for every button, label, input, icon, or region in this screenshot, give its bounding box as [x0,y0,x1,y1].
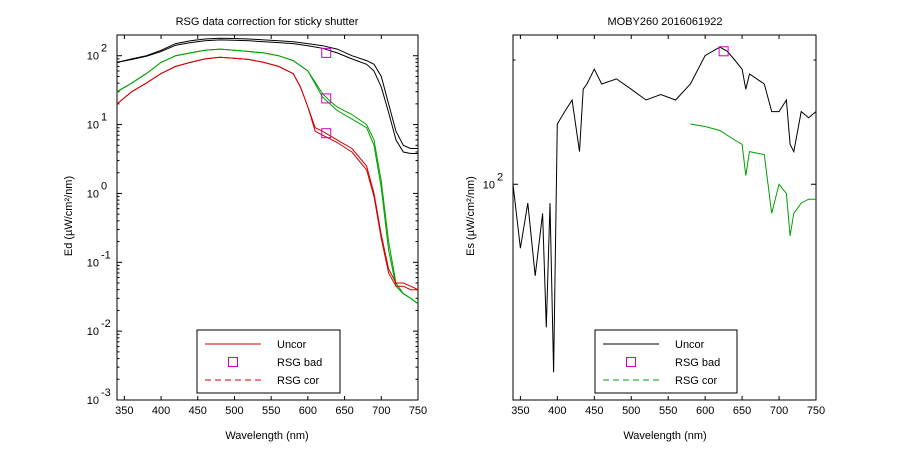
y-tick-label: 10 [483,179,495,191]
y-tick-label: 10 [87,257,99,269]
series-line [116,48,419,305]
y-tick-exponent: 2 [497,171,503,183]
rsg-bad-marker [321,47,332,58]
y-tick-exponent: -2 [101,318,111,330]
chart-left: RSG data correction for sticky shutter W… [63,16,427,442]
legend-label: RSG bad [675,357,720,369]
x-tick-label: 600 [299,405,317,417]
y-tick-exponent: 2 [101,43,107,55]
legend-box [594,329,738,394]
rsg-bad-marker [718,46,729,57]
x-tick-label: 550 [659,405,677,417]
series-line [116,37,418,149]
x-tick-label: 350 [511,405,529,417]
y-tick-label: 10 [87,120,99,132]
series-line [512,46,817,373]
x-tick-label: 700 [372,405,390,417]
x-tick-label: 450 [189,405,207,417]
x-axis-label: Wavelength (nm) [225,430,308,442]
x-tick-label: 550 [262,405,280,417]
x-tick-label: 750 [807,405,825,417]
x-axis-label: Wavelength (nm) [623,430,706,442]
plot-frame [512,34,817,401]
y-axis-label: Es (µW/cm²/nm) [465,176,477,256]
x-tick-label: 750 [409,405,427,417]
x-tick-label: 700 [770,405,788,417]
legend-label: Uncor [277,339,307,351]
x-tick-label: 400 [152,405,170,417]
legend-box [196,329,341,394]
chart-right: MOBY260 2016061922 Wavelength (nm) Es (µ… [465,16,825,442]
y-tick-label: 10 [87,395,99,407]
series-line [116,48,419,305]
legend-swatch [228,357,238,367]
legend-swatch [626,357,636,367]
x-tick-label: 450 [585,405,603,417]
rsg-bad-marker [321,93,332,104]
x-tick-label: 500 [622,405,640,417]
y-axis-label: Ed (µW/cm²/nm) [63,176,75,256]
x-tick-label: 650 [733,405,751,417]
x-tick-label: 350 [115,405,133,417]
rsg-bad-marker [321,128,332,139]
y-tick-label: 10 [87,326,99,338]
chart-title: MOBY260 2016061922 [608,16,723,28]
plot-frame [116,34,419,401]
y-tick-label: 10 [87,51,99,63]
legend-label: RSG cor [277,375,320,387]
series-line [116,56,419,291]
series-line [116,39,418,154]
legend-label: RSG cor [675,375,718,387]
x-tick-label: 400 [548,405,566,417]
x-tick-label: 500 [225,405,243,417]
series-line [116,56,418,291]
legend-label: Uncor [675,339,705,351]
y-tick-exponent: -3 [101,387,111,399]
y-tick-exponent: 0 [101,180,107,192]
legend-label: RSG bad [277,357,322,369]
y-tick-exponent: -1 [101,249,111,261]
y-tick-exponent: 1 [101,112,107,124]
y-tick-label: 10 [87,188,99,200]
series-line [690,123,816,236]
chart-title: RSG data correction for sticky shutter [176,16,359,28]
x-tick-label: 600 [696,405,714,417]
x-tick-label: 650 [335,405,353,417]
